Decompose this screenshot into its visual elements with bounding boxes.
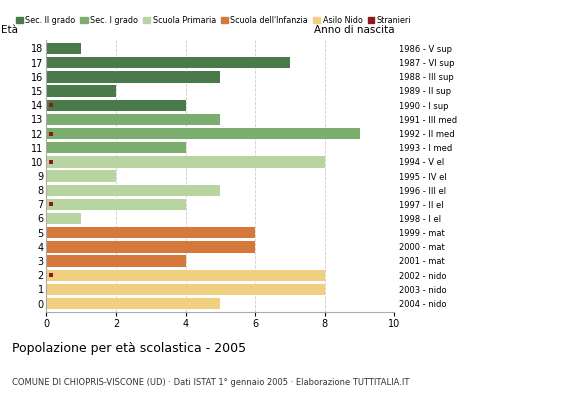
Bar <box>46 85 116 97</box>
Bar <box>46 241 255 252</box>
Bar <box>46 199 186 210</box>
Bar <box>46 43 81 54</box>
Text: Età: Età <box>1 24 18 34</box>
Bar <box>46 156 325 168</box>
Bar <box>46 284 325 295</box>
Bar <box>46 255 186 267</box>
Text: COMUNE DI CHIOPRIS-VISCONE (UD) · Dati ISTAT 1° gennaio 2005 · Elaborazione TUTT: COMUNE DI CHIOPRIS-VISCONE (UD) · Dati I… <box>12 378 409 387</box>
Bar <box>46 114 220 125</box>
Bar <box>46 142 186 153</box>
Text: Popolazione per età scolastica - 2005: Popolazione per età scolastica - 2005 <box>12 342 246 355</box>
Bar <box>46 170 116 182</box>
Bar <box>46 213 81 224</box>
Bar <box>46 270 325 281</box>
Bar <box>46 298 220 309</box>
Bar <box>46 128 360 139</box>
Bar <box>46 57 290 68</box>
Legend: Sec. II grado, Sec. I grado, Scuola Primaria, Scuola dell'Infanzia, Asilo Nido, : Sec. II grado, Sec. I grado, Scuola Prim… <box>16 16 411 25</box>
Bar <box>46 184 220 196</box>
Bar <box>46 71 220 82</box>
Bar <box>46 227 255 238</box>
Text: Anno di nascita: Anno di nascita <box>314 24 394 34</box>
Bar <box>46 100 186 111</box>
